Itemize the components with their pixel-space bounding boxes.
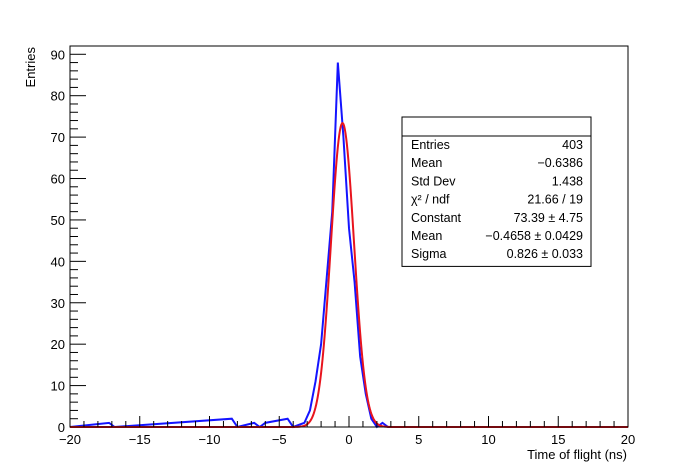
stats-label: Entries bbox=[411, 138, 450, 152]
x-tick-label: 5 bbox=[415, 432, 422, 447]
y-tick-label: 80 bbox=[51, 89, 65, 104]
x-tick-label: 0 bbox=[345, 432, 352, 447]
y-tick-label: 30 bbox=[51, 296, 65, 311]
x-tick-label: 15 bbox=[551, 432, 565, 447]
histogram-bar bbox=[288, 419, 294, 427]
y-tick-label: 50 bbox=[51, 213, 65, 228]
y-tick-label: 10 bbox=[51, 379, 65, 394]
stats-box-frame bbox=[401, 116, 592, 267]
stats-label: Constant bbox=[411, 211, 462, 225]
histogram-bar bbox=[232, 419, 238, 427]
stats-label: Mean bbox=[411, 156, 442, 170]
x-tick-label: −15 bbox=[129, 432, 151, 447]
ticks-group: −20 −15 −10 −5 0 5 10 15 20 0 10 20 30 40 50 60 70 80 90 bbox=[51, 45, 635, 447]
x-tick-label: −10 bbox=[198, 432, 220, 447]
y-tick-label: 60 bbox=[51, 172, 65, 187]
x-axis-title: Time of flight (ns) bbox=[527, 447, 627, 462]
stats-label: χ² / ndf bbox=[411, 193, 450, 207]
stats-value: −0.4658 ± 0.0429 bbox=[485, 229, 583, 243]
x-tick-label: 20 bbox=[621, 432, 635, 447]
stats-label: Std Dev bbox=[411, 174, 456, 188]
stats-value: 21.66 / 19 bbox=[527, 193, 583, 207]
histogram-bar bbox=[343, 137, 349, 427]
y-tick-label: 90 bbox=[51, 47, 65, 62]
stats-label: Mean bbox=[411, 229, 442, 243]
stats-value: −0.6386 bbox=[537, 156, 583, 170]
x-tick-label: −20 bbox=[59, 432, 81, 447]
y-tick-label: 0 bbox=[58, 420, 65, 435]
stats-value: 1.438 bbox=[552, 174, 583, 188]
y-tick-label: 70 bbox=[51, 130, 65, 145]
stats-value: 0.826 ± 0.033 bbox=[507, 247, 583, 261]
y-tick-label: 40 bbox=[51, 254, 65, 269]
stats-box: Entries 403 Mean −0.6386 Std Dev 1.438 χ² / nd… bbox=[401, 116, 592, 267]
histogram-bar bbox=[332, 212, 338, 427]
stats-value: 403 bbox=[562, 138, 583, 152]
stats-value: 73.39 ± 4.75 bbox=[514, 211, 583, 225]
y-tick-label: 20 bbox=[51, 337, 65, 352]
x-tick-label: 10 bbox=[481, 432, 495, 447]
y-axis-title: Entries bbox=[23, 47, 38, 88]
stats-label: Sigma bbox=[411, 247, 446, 261]
x-tick-label: −5 bbox=[272, 432, 287, 447]
histogram-bar bbox=[349, 228, 355, 427]
histogram-bar bbox=[338, 63, 344, 427]
